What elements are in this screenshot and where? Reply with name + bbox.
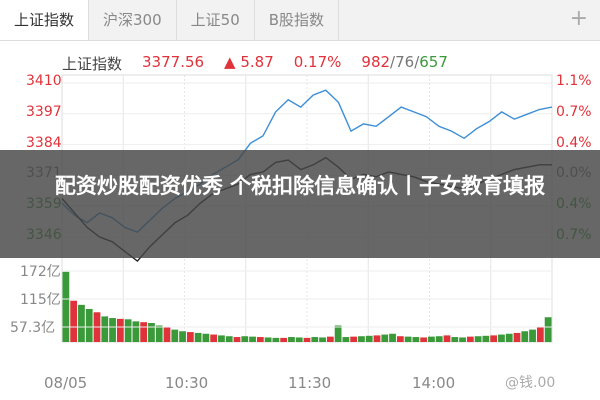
volume-bar	[179, 331, 186, 342]
volume-bar	[459, 337, 466, 342]
volume-bar	[225, 336, 233, 342]
volume-bar	[140, 322, 148, 342]
volume-bar	[171, 329, 179, 342]
quote-header: 上证指数 3377.56 ▲ 5.87 0.17% 982/76/657	[62, 53, 448, 74]
volume-bar	[163, 327, 171, 342]
volume-bar	[466, 336, 474, 342]
volume-bar	[474, 336, 482, 342]
volume-bar	[529, 329, 536, 342]
index-name: 上证指数	[62, 55, 123, 73]
volume-tick: 115亿	[20, 292, 61, 308]
volume-bar	[311, 337, 319, 342]
volume-bar	[498, 334, 505, 342]
volume-bar	[249, 336, 256, 342]
index-change: ▲ 5.87	[224, 53, 274, 71]
sep: /	[390, 53, 396, 71]
volume-bar	[381, 334, 389, 342]
volume-bar	[365, 335, 373, 342]
index-price: 3377.56	[142, 53, 205, 71]
volume-bar	[70, 300, 78, 342]
volume-bar	[233, 337, 241, 342]
volume-bar	[412, 337, 420, 342]
volume-bar	[124, 319, 132, 342]
volume-bar	[451, 337, 459, 342]
volume-bar	[78, 304, 85, 342]
watermark: @钱.00	[505, 375, 556, 391]
volume-bar	[85, 308, 93, 342]
volume-bar	[256, 337, 264, 342]
volume-bar	[443, 335, 451, 342]
tab-b-share[interactable]: B股指数	[255, 0, 340, 40]
volume-bar	[396, 336, 404, 342]
y-tick-left: 3397	[26, 103, 62, 120]
tab-sse50[interactable]: 上证50	[177, 0, 255, 40]
y-tick-right: 1.1%	[556, 73, 592, 89]
volume-bar	[428, 336, 435, 342]
volume-bar	[241, 336, 249, 342]
volume-bar	[264, 337, 272, 342]
volume-bar	[435, 336, 443, 342]
breadth: 982/76/657	[361, 53, 448, 74]
y-tick-left: 3410	[26, 73, 62, 89]
volume-bar	[148, 323, 155, 342]
volume-tick: 57.3亿	[10, 320, 56, 336]
volume-bar	[404, 336, 412, 342]
volume-bar	[513, 332, 521, 342]
volume-bar	[101, 316, 109, 342]
volume-tick: 172亿	[20, 264, 61, 280]
volume-bar	[420, 337, 428, 342]
y-tick-left: 3384	[26, 134, 62, 151]
volume-bar	[280, 337, 288, 342]
sep: /	[414, 53, 420, 71]
x-tick: 08/05	[44, 374, 88, 392]
x-tick: 10:30	[165, 374, 209, 392]
headline-banner[interactable]: 配资炒股配资优秀 个税扣除信息确认丨子女教育填报	[0, 150, 600, 258]
volume-bar	[334, 325, 342, 342]
index-tabs: 上证指数 沪深300 上证50 B股指数 +	[0, 0, 600, 41]
volume-bar	[116, 318, 124, 342]
volume-bar	[358, 336, 365, 342]
volume-bar	[186, 332, 194, 342]
volume-bar	[218, 335, 225, 342]
volume-bar	[521, 331, 529, 342]
volume-bar	[389, 333, 396, 342]
y-tick-right: 0.4%	[556, 134, 592, 151]
volume-bar	[132, 321, 140, 342]
x-tick: 11:30	[288, 374, 332, 392]
volume-bar	[288, 337, 295, 342]
breadth-up: 982	[361, 53, 391, 71]
volume-bar	[326, 336, 334, 342]
volume-bar	[295, 337, 303, 342]
volume-bar	[194, 332, 202, 342]
tab-csi300[interactable]: 沪深300	[89, 0, 177, 40]
volume-bar	[319, 337, 326, 342]
y-tick-right: 0.7%	[556, 103, 592, 120]
volume-bar	[272, 337, 280, 342]
x-tick: 14:00	[412, 374, 456, 392]
volume-bar	[536, 327, 544, 342]
volume-bar	[505, 333, 513, 342]
volume-bar	[155, 325, 163, 342]
volume-bar	[373, 335, 381, 342]
volume-bar	[342, 337, 350, 342]
tab-sh-index[interactable]: 上证指数	[0, 0, 90, 40]
volume-bar	[482, 335, 490, 342]
volume-bar	[62, 271, 70, 342]
volume-bar	[210, 334, 218, 342]
volume-bar	[109, 318, 116, 342]
volume-bar	[202, 333, 210, 342]
volume-bar	[303, 337, 311, 342]
volume-bar	[544, 317, 552, 342]
breadth-flat: 76	[395, 53, 415, 71]
plus-icon[interactable]: +	[569, 6, 588, 31]
index-percent: 0.17%	[293, 53, 342, 71]
breadth-down: 657	[419, 53, 448, 71]
volume-bar	[490, 335, 498, 342]
volume-bar	[350, 336, 358, 342]
